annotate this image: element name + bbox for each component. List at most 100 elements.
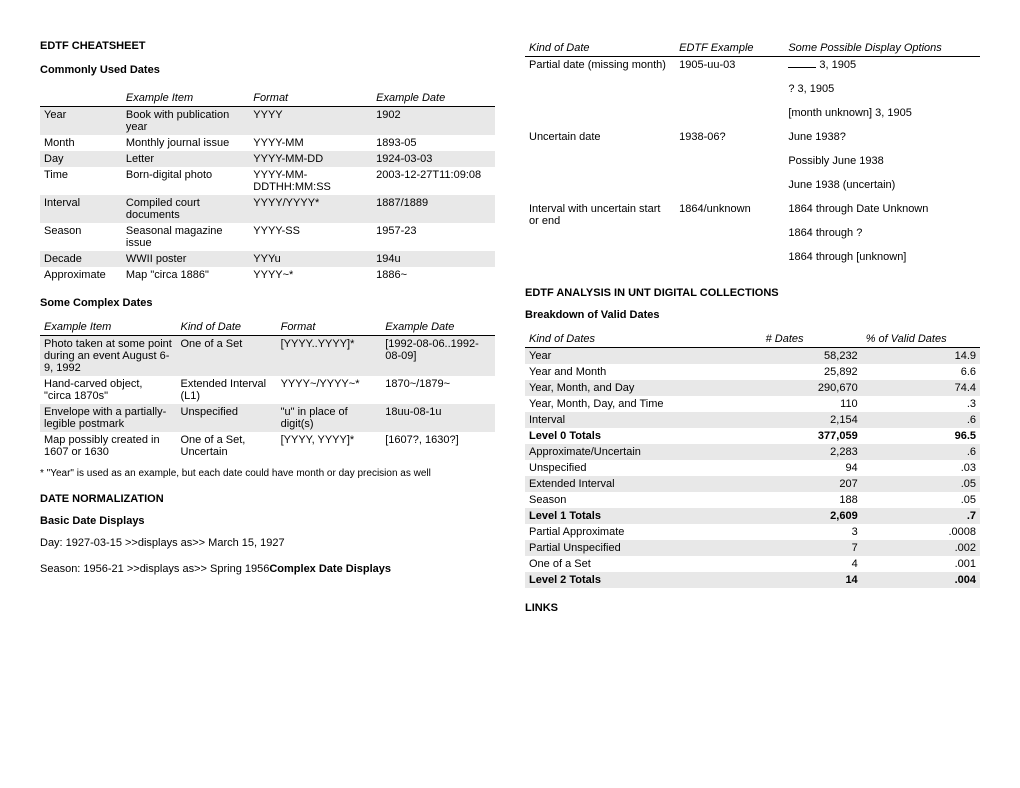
table-cell: 94 <box>762 460 862 476</box>
table-row: Envelope with a partially-legible postma… <box>40 404 495 432</box>
table-row: Level 0 Totals377,05996.5 <box>525 428 980 444</box>
links-block: LINKS <box>525 602 980 614</box>
table-cell: One of a Set <box>525 556 762 572</box>
table-cell: Interval <box>40 195 122 223</box>
table-row: Interval with uncertain start or end1864… <box>525 201 980 225</box>
table-cell: Year <box>40 107 122 136</box>
table-header: # Dates <box>762 331 862 348</box>
breakdown-table: Kind of Dates# Dates% of Valid Dates Yea… <box>525 331 980 588</box>
table-cell: [YYYY..YYYY]* <box>277 336 382 377</box>
table-cell: Seasonal magazine issue <box>122 223 249 251</box>
table1-block: Example ItemFormatExample Date YearBook … <box>40 90 495 283</box>
table-cell: Day <box>40 151 122 167</box>
table-cell: YYYY <box>249 107 372 136</box>
table-cell: Map "circa 1886" <box>122 267 249 283</box>
table-cell: Extended Interval <box>525 476 762 492</box>
table-cell: 1957-23 <box>372 223 495 251</box>
table-cell: Year <box>525 348 762 365</box>
breakdown-title: Breakdown of Valid Dates <box>525 309 980 321</box>
table-row: Approximate/Uncertain2,283.6 <box>525 444 980 460</box>
table-cell: Map possibly created in 1607 or 1630 <box>40 432 177 460</box>
table-cell: Born-digital photo <box>122 167 249 195</box>
table-row: IntervalCompiled court documentsYYYY/YYY… <box>40 195 495 223</box>
table-cell: .0008 <box>862 524 980 540</box>
table-cell: WWII poster <box>122 251 249 267</box>
complex-display-table: Kind of DateEDTF ExampleSome Possible Di… <box>525 40 980 273</box>
table-cell: 1864 through ? <box>784 225 980 249</box>
table-cell: 194u <box>372 251 495 267</box>
table-cell: Interval <box>525 412 762 428</box>
table-cell: ? 3, 1905 <box>784 81 980 105</box>
table-row: YearBook with publication yearYYYY1902 <box>40 107 495 136</box>
table-cell: Level 0 Totals <box>525 428 762 444</box>
table-cell: Season <box>40 223 122 251</box>
table-cell: 14.9 <box>862 348 980 365</box>
table-cell: [1992-08-06..1992-08-09] <box>381 336 495 377</box>
header-block: EDTF CHEATSHEET Commonly Used Dates <box>40 40 495 76</box>
table-cell: YYYY/YYYY* <box>249 195 372 223</box>
table-cell: Unspecified <box>177 404 277 432</box>
table-row: Hand-carved object, "circa 1870s"Extende… <box>40 376 495 404</box>
table-row: Level 2 Totals14.004 <box>525 572 980 588</box>
table-cell: 1864 through Date Unknown <box>784 201 980 225</box>
table-cell: 1902 <box>372 107 495 136</box>
basic-title: Basic Date Displays <box>40 515 495 527</box>
table-header: Example Date <box>372 90 495 107</box>
table-cell: YYYY-SS <box>249 223 372 251</box>
table-row: DecadeWWII posterYYYu194u <box>40 251 495 267</box>
table-row: One of a Set4.001 <box>525 556 980 572</box>
table-cell: .05 <box>862 492 980 508</box>
table-cell: .6 <box>862 444 980 460</box>
table-cell: YYYY-MM <box>249 135 372 151</box>
table-row: SeasonSeasonal magazine issueYYYY-SS1957… <box>40 223 495 251</box>
table-header: Kind of Dates <box>525 331 762 348</box>
commonly-used-dates-table: Example ItemFormatExample Date YearBook … <box>40 90 495 283</box>
table-cell: YYYY~* <box>249 267 372 283</box>
table-cell: .001 <box>862 556 980 572</box>
table-cell: Possibly June 1938 <box>784 153 980 177</box>
table-cell: Decade <box>40 251 122 267</box>
table-cell: 25,892 <box>762 364 862 380</box>
table-cell: [1607?, 1630?] <box>381 432 495 460</box>
table-cell: Level 2 Totals <box>525 572 762 588</box>
table-cell: Approximate/Uncertain <box>525 444 762 460</box>
table-cell: 290,670 <box>762 380 862 396</box>
table-row: Partial Approximate3.0008 <box>525 524 980 540</box>
complex-block: Some Complex Dates Example ItemKind of D… <box>40 297 495 549</box>
table-cell: 1905-uu-03 <box>675 57 784 130</box>
table-row: MonthMonthly journal issueYYYY-MM1893-05 <box>40 135 495 151</box>
table-cell: 188 <box>762 492 862 508</box>
table-cell: Unspecified <box>525 460 762 476</box>
table-header: EDTF Example <box>675 40 784 57</box>
table-cell: .3 <box>862 396 980 412</box>
table-cell: YYYY~/YYYY~* <box>277 376 382 404</box>
table-cell: .002 <box>862 540 980 556</box>
table-cell: 2,154 <box>762 412 862 428</box>
table-row: Unspecified94.03 <box>525 460 980 476</box>
table-cell: Partial Unspecified <box>525 540 762 556</box>
table-cell: Level 1 Totals <box>525 508 762 524</box>
table-header: Example Item <box>122 90 249 107</box>
table-cell: Uncertain date <box>525 129 675 201</box>
table-cell: .6 <box>862 412 980 428</box>
table-header: Example Date <box>381 319 495 336</box>
main-title: EDTF CHEATSHEET <box>40 40 495 52</box>
table-cell: 3, 1905 <box>784 57 980 82</box>
table-row: Year and Month25,8926.6 <box>525 364 980 380</box>
table-row: Map possibly created in 1607 or 1630One … <box>40 432 495 460</box>
table-cell: Compiled court documents <box>122 195 249 223</box>
table-cell: 1924-03-03 <box>372 151 495 167</box>
complex-disp-title: Complex Date Displays <box>269 563 391 575</box>
table-row: Uncertain date1938-06?June 1938? <box>525 129 980 153</box>
table-cell: "u" in place of digit(s) <box>277 404 382 432</box>
table-row: Level 1 Totals2,609.7 <box>525 508 980 524</box>
table-header <box>40 90 122 107</box>
table-cell: Extended Interval (L1) <box>177 376 277 404</box>
table-header: Example Item <box>40 319 177 336</box>
table-cell: 4 <box>762 556 862 572</box>
table-row: DayLetterYYYY-MM-DD1924-03-03 <box>40 151 495 167</box>
table-cell: [YYYY, YYYY]* <box>277 432 382 460</box>
table-row: Year, Month, and Day290,67074.4 <box>525 380 980 396</box>
table-cell: 2,283 <box>762 444 862 460</box>
table-cell: 6.6 <box>862 364 980 380</box>
